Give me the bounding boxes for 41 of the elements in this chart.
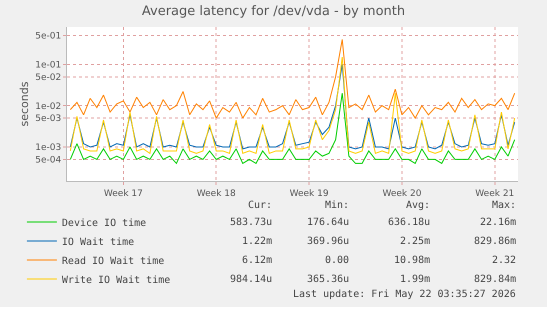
text: Avg: xyxy=(406,200,430,211)
text: 2.25m xyxy=(400,236,430,247)
text: 1.99m xyxy=(400,274,430,285)
y-tick-label: 5e-01 xyxy=(35,32,62,42)
legend-label: Read IO Wait time xyxy=(62,256,164,267)
text: Cur: xyxy=(248,200,272,211)
line-series xyxy=(70,92,516,164)
text: 365.36u xyxy=(307,274,350,285)
chart-title: Average latency for /dev/vda - by month xyxy=(142,4,406,20)
x-tick-label: Week 17 xyxy=(104,188,143,199)
text: 2.32 xyxy=(492,255,516,266)
text: Min: xyxy=(325,200,350,211)
text: 984.14u xyxy=(230,274,272,285)
text: 176.64u xyxy=(307,217,350,228)
text: 1.22m xyxy=(242,236,272,247)
y-tick-label: 5e-03 xyxy=(35,114,62,124)
y-tick-label: 1e-03 xyxy=(35,143,62,154)
text: 6.12m xyxy=(242,255,272,266)
text: 10.98m xyxy=(394,255,430,266)
text: 829.86m xyxy=(474,236,516,247)
text: 369.96u xyxy=(307,236,350,247)
x-tick-label: Week 18 xyxy=(196,188,236,199)
text: Max: xyxy=(492,200,516,211)
x-tick-label: Week 20 xyxy=(382,188,422,199)
text: 583.73u xyxy=(230,217,272,228)
y-axis-title: seconds xyxy=(18,81,31,126)
legend-label: Device IO time xyxy=(62,218,146,229)
text: 829.84m xyxy=(474,274,516,285)
text: Last update: Fri May 22 03:35:27 2026 xyxy=(293,289,516,300)
text: 22.16m xyxy=(480,217,516,228)
y-tick-label: 1e-01 xyxy=(35,60,62,70)
text: 0.00 xyxy=(325,255,350,266)
y-tick-label: 1e-02 xyxy=(35,102,62,112)
y-tick-label: 5e-04 xyxy=(35,156,62,166)
text: 636.18u xyxy=(388,217,430,228)
legend-label: IO Wait time xyxy=(62,236,134,248)
legend-label: Write IO Wait time xyxy=(62,274,170,286)
x-tick-label: Week 21 xyxy=(475,188,514,199)
y-tick-label: 5e-02 xyxy=(35,72,62,83)
line-series xyxy=(70,38,516,119)
x-tick-label: Week 19 xyxy=(290,188,329,199)
